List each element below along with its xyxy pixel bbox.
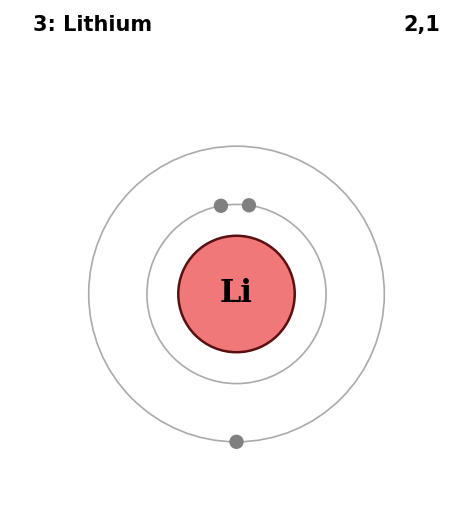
Circle shape — [229, 435, 244, 449]
Circle shape — [242, 198, 256, 212]
Circle shape — [178, 236, 295, 352]
Circle shape — [214, 199, 228, 213]
Text: Li: Li — [220, 278, 253, 309]
Text: 3: Lithium: 3: Lithium — [33, 15, 152, 35]
Text: 2,1: 2,1 — [403, 15, 440, 35]
